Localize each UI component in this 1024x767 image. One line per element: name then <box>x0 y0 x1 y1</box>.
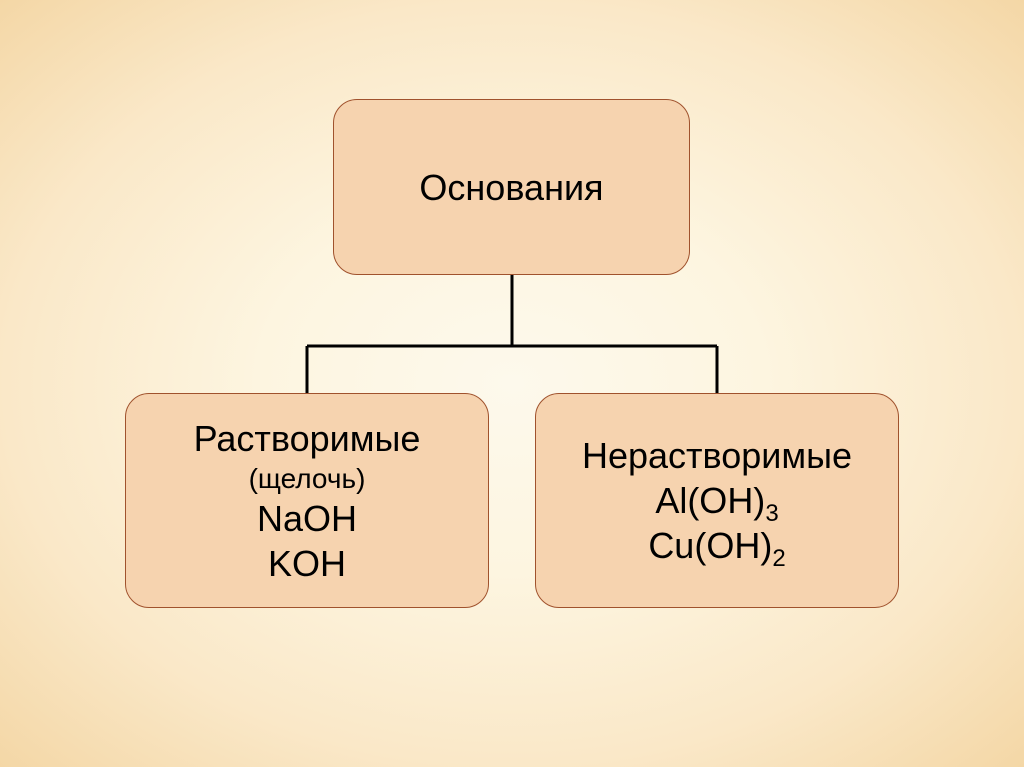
right-line-1: Al(OH)3 <box>655 478 778 523</box>
left-title: Растворимые <box>194 416 421 461</box>
root-node: Основания <box>333 99 690 275</box>
left-subtitle: (щелочь) <box>249 461 366 496</box>
left-node: Растворимые (щелочь) NaOH KOH <box>125 393 489 608</box>
right-line-1-sub: 3 <box>765 500 778 527</box>
left-line-2: KOH <box>268 541 346 586</box>
right-line-1-base: Al(OH) <box>655 480 765 521</box>
right-line-2-base: Cu(OH) <box>648 525 772 566</box>
right-line-2: Cu(OH)2 <box>648 523 785 568</box>
root-label: Основания <box>419 165 603 210</box>
right-title: Нерастворимые <box>582 433 852 478</box>
right-line-2-sub: 2 <box>772 545 785 572</box>
right-node: Нерастворимые Al(OH)3 Cu(OH)2 <box>535 393 899 608</box>
slide: Основания Растворимые (щелочь) NaOH KOH … <box>0 0 1024 767</box>
left-line-1: NaOH <box>257 496 357 541</box>
